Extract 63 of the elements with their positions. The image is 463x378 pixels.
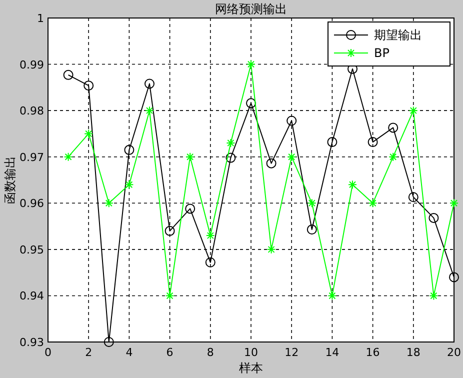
chart-title: 网络预测输出 — [215, 2, 287, 16]
point — [286, 116, 297, 126]
point — [63, 70, 74, 80]
x-tick-label: 0 — [44, 346, 52, 359]
point — [306, 224, 317, 235]
point — [205, 257, 216, 268]
point — [104, 198, 114, 208]
point — [450, 198, 458, 208]
y-tick-label: 0.95 — [20, 243, 44, 256]
point — [368, 198, 378, 208]
point — [124, 144, 134, 155]
point — [226, 138, 236, 148]
point — [226, 152, 236, 163]
point — [104, 337, 114, 347]
point — [428, 212, 439, 223]
point — [186, 152, 195, 162]
legend-label: BP — [374, 46, 390, 60]
point — [246, 98, 256, 108]
point — [185, 204, 196, 214]
point — [287, 152, 296, 162]
x-tick-label: 18 — [406, 346, 420, 359]
point — [266, 244, 276, 254]
point — [348, 180, 357, 190]
point — [429, 291, 438, 300]
point — [388, 122, 398, 133]
x-tick-label: 6 — [166, 346, 174, 359]
point — [327, 137, 338, 148]
point — [266, 158, 276, 168]
point — [124, 180, 134, 190]
x-tick-label: 8 — [206, 346, 214, 359]
y-tick-label: 0.97 — [20, 150, 44, 164]
point — [84, 80, 94, 91]
point — [449, 272, 459, 282]
point — [84, 129, 94, 138]
y-tick-label: 0.96 — [20, 197, 44, 210]
point — [165, 291, 174, 300]
legend-label: 期望输出 — [374, 28, 422, 42]
point — [328, 291, 337, 300]
point — [145, 106, 154, 116]
y-tick-label: 0.93 — [20, 336, 44, 349]
x-tick-label: 20 — [447, 346, 461, 359]
x-tick-label: 10 — [244, 346, 258, 359]
point — [388, 152, 398, 162]
x-tick-label: 12 — [284, 346, 299, 359]
point — [307, 198, 316, 208]
y-tick-label: 0.94 — [20, 290, 44, 303]
x-tick-label: 14 — [325, 346, 340, 359]
y-tick-label: 0.98 — [20, 104, 44, 118]
point — [144, 78, 154, 89]
x-tick-label: 16 — [366, 346, 380, 359]
x-tick-label: 2 — [85, 346, 92, 359]
point — [408, 192, 418, 202]
point — [368, 137, 378, 148]
x-tick-label: 4 — [126, 346, 133, 359]
y-tick-label: 0.99 — [20, 58, 44, 72]
y-axis-title: 函数输出 — [3, 156, 17, 204]
y-tick-label: 1 — [37, 12, 44, 25]
x-axis-title: 样本 — [239, 361, 263, 375]
point — [206, 231, 215, 240]
point — [164, 226, 175, 236]
point — [408, 106, 418, 116]
point — [64, 152, 73, 162]
point — [246, 60, 256, 69]
